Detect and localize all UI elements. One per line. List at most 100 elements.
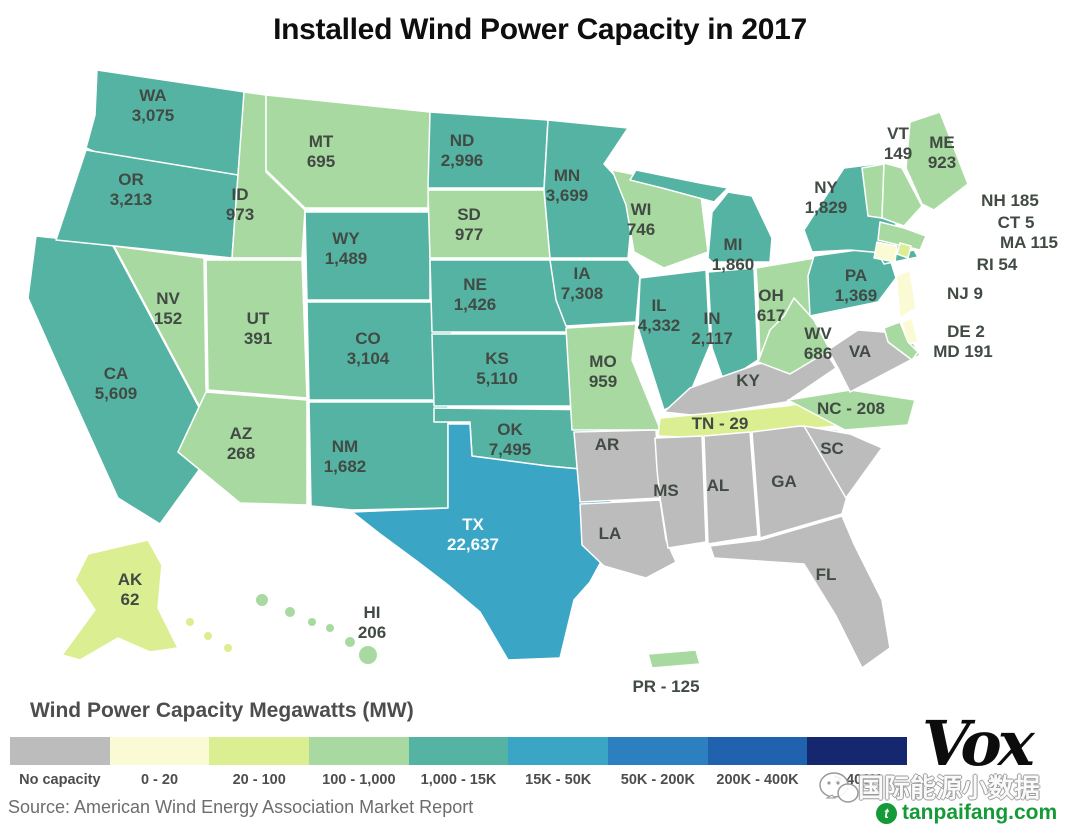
state-label-GA: GA (771, 472, 797, 491)
state-label-MI: MI 1,860 (712, 235, 755, 274)
legend-swatch-c4 (309, 737, 409, 765)
state-label-MN: MN 3,699 (546, 166, 589, 205)
legend-label-c7: 50K - 200K (620, 772, 695, 788)
legend-swatch-c2 (109, 737, 210, 765)
state-label-IA: IA 7,308 (561, 264, 604, 303)
state-shape-AL (703, 431, 759, 545)
wechat-icon (818, 770, 860, 813)
state-label-WI: WI 746 (627, 200, 655, 239)
state-shape-PR (647, 649, 701, 669)
state-label-HI: HI 206 (358, 603, 386, 642)
state-shape-MD (883, 321, 919, 361)
state-shape-MT (265, 94, 431, 209)
state-shape-ND (427, 111, 549, 189)
legend-swatch-c5 (408, 737, 509, 765)
state-label-ND: ND 2,996 (441, 131, 484, 170)
legend-label-c3: 20 - 100 (232, 772, 286, 788)
state-label-SD: SD 977 (455, 205, 483, 244)
state-label-VT: VT 149 (884, 124, 912, 163)
state-shape-HI (359, 646, 377, 664)
state-shape-HI (345, 637, 355, 647)
watermark-cn: 国际能源小数据 (858, 773, 1041, 803)
legend-swatch-c9 (807, 737, 908, 765)
source-note: Source: American Wind Energy Association… (8, 797, 474, 817)
state-label-NH: NH 185 (981, 191, 1039, 210)
state-label-MO: MO 959 (589, 352, 617, 391)
legend-label-c8: 200K - 400K (716, 772, 799, 788)
state-label-MD: MD 191 (933, 342, 993, 361)
state-label-IN: IN 2,117 (691, 309, 733, 348)
legend-swatch-c6 (508, 737, 609, 765)
state-shape-NE (429, 259, 569, 333)
state-shape-AK (224, 644, 232, 652)
vox-logo: Vox (922, 707, 1035, 780)
state-label-NM: NM 1,682 (324, 437, 367, 476)
state-label-NV: NV 152 (154, 289, 182, 328)
legend-item-c5: 1,000 - 15K (408, 737, 509, 788)
state-label-MT: MT 695 (307, 132, 335, 171)
legend-label-c1: No capacity (19, 772, 101, 788)
legend-item-c3: 20 - 100 (209, 737, 310, 788)
state-shape-MA (877, 221, 927, 251)
legend-label-c5: 1,000 - 15K (420, 772, 497, 788)
state-shape-AK (204, 632, 212, 640)
state-shape-HI (326, 624, 334, 632)
state-label-OH: OH 617 (757, 286, 785, 325)
state-label-WA: WA 3,075 (132, 86, 175, 125)
legend-swatch-c8 (707, 737, 808, 765)
state-shape-WY (304, 211, 431, 301)
state-label-RI: RI 54 (977, 255, 1018, 274)
state-shape-WV (757, 297, 831, 375)
state-shape-AZ (177, 391, 308, 506)
state-label-OR: OR 3,213 (110, 170, 153, 209)
state-label-IL: IL 4,332 (638, 296, 681, 335)
state-label-FL: FL (816, 565, 837, 584)
state-shape-HI (308, 618, 316, 626)
legend-swatch-c7 (608, 737, 708, 765)
state-label-CT: CT 5 (998, 213, 1035, 232)
state-shape-ME (905, 111, 969, 211)
state-label-CA: CA 5,609 (95, 364, 138, 403)
state-shape-RI (896, 242, 912, 259)
page-title: Installed Wind Power Capacity in 2017 (273, 13, 807, 46)
state-label-MS: MS (653, 481, 679, 500)
state-label-NJ: NJ 9 (947, 284, 983, 303)
state-label-TX: TX 22,637 (447, 515, 499, 554)
state-label-KS: KS 5,110 (476, 349, 518, 388)
state-shape-FL (709, 515, 891, 669)
state-label-NC: NC - 208 (817, 399, 885, 418)
legend-item-c7: 50K - 200K (608, 737, 708, 788)
legend-item-c8: 200K - 400K (707, 737, 808, 788)
state-shape-NM (308, 401, 449, 511)
state-label-AL: AL (707, 476, 730, 495)
legend-item-c4: 100 - 1,000 (309, 737, 409, 788)
state-label-VA: VA (849, 342, 871, 361)
state-label-SC: SC (820, 439, 844, 458)
state-shape-HI (256, 594, 268, 606)
state-shape-AK (61, 539, 179, 661)
state-shape-NJ (895, 269, 917, 319)
state-label-CO: CO 3,104 (347, 329, 390, 368)
state-label-NE: NE 1,426 (454, 275, 497, 314)
legend-item-c2: 0 - 20 (109, 737, 210, 788)
state-shape-MO (565, 323, 661, 431)
state-shape-NH (881, 162, 923, 227)
state-label-AK: AK 62 (118, 570, 143, 609)
state-shape-TX (351, 423, 613, 661)
state-label-PA: PA 1,369 (835, 266, 878, 305)
state-label-NY: NY 1,829 (805, 178, 848, 217)
state-shape-NC (787, 389, 916, 431)
state-label-WV: WV 686 (804, 324, 833, 363)
legend-scale: No capacity 0 - 20 20 - 100 100 - 1,000 1,00… (10, 737, 908, 788)
legend-item-c1: No capacity (10, 737, 110, 788)
state-shape-NV (113, 245, 212, 429)
state-label-PR: PR - 125 (632, 677, 699, 696)
state-shape-MI (707, 191, 773, 263)
state-shape-HI (285, 607, 295, 617)
legend-title: Wind Power Capacity Megawatts (MW) (30, 699, 414, 722)
legend-item-c6: 15K - 50K (508, 737, 609, 788)
state-label-UT: UT 391 (244, 309, 272, 348)
legend: Wind Power Capacity Megawatts (MW) No ca… (10, 699, 908, 788)
